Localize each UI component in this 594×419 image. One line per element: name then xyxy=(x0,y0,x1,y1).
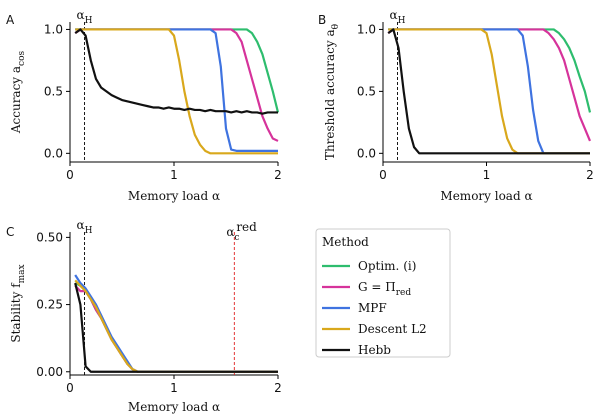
legend-label: Optim. (i) xyxy=(358,259,416,273)
x-tick-label: 2 xyxy=(274,168,282,182)
legend-label-part: Descent L2 xyxy=(358,322,427,336)
reference-label-sup: red xyxy=(236,220,257,234)
legend-label-part: Optim. (i) xyxy=(358,259,416,273)
y-axis-label: Stability fmax xyxy=(9,264,27,342)
legend-label-part: G = Π xyxy=(358,280,396,294)
y-axis-label-part: θ xyxy=(331,24,341,29)
legend-label-part: MPF xyxy=(358,301,387,315)
x-tick-label: 1 xyxy=(483,168,491,182)
reference-label-part: α xyxy=(77,8,85,22)
legend-title: Method xyxy=(322,235,369,249)
y-tick-label: 0.5 xyxy=(44,84,63,98)
x-tick-label: 1 xyxy=(170,381,178,395)
x-tick-label: 2 xyxy=(586,168,594,182)
series-line xyxy=(387,28,590,155)
series-line xyxy=(74,282,278,373)
y-axis-label-part: Stability f xyxy=(9,282,23,343)
y-axis-label-part: Accuracy a xyxy=(9,66,23,134)
panel-letter: A xyxy=(6,13,15,27)
y-tick-label: 0.0 xyxy=(44,146,63,160)
y-axis-label-part: max xyxy=(17,264,27,283)
series-line xyxy=(74,279,278,373)
x-tick-label: 2 xyxy=(274,381,282,395)
y-tick-label: 0.00 xyxy=(36,365,63,379)
y-tick-label: 1.0 xyxy=(44,22,63,36)
series-line xyxy=(75,28,280,113)
x-tick-label: 0 xyxy=(66,168,74,182)
y-tick-label: 0.50 xyxy=(36,230,63,244)
reference-label-part: H xyxy=(85,226,93,236)
reference-label-part: H xyxy=(398,16,406,26)
x-axis-label: Memory load α xyxy=(440,189,532,203)
reference-label: αc xyxy=(226,225,239,243)
reference-label-part: α xyxy=(226,225,234,239)
x-axis-label: Memory load α xyxy=(128,400,220,414)
x-tick-label: 0 xyxy=(66,381,74,395)
legend-label: Descent L2 xyxy=(358,322,427,336)
x-tick-label: 1 xyxy=(170,168,178,182)
x-tick-label: 0 xyxy=(379,168,387,182)
legend-label: MPF xyxy=(358,301,387,315)
series-line xyxy=(75,28,278,155)
y-axis-label: Threshold accuracy aθ xyxy=(323,24,341,160)
legend-label: Hebb xyxy=(358,343,391,357)
y-axis-label: Accuracy acos xyxy=(9,50,27,134)
legend-label-part: Hebb xyxy=(358,343,391,357)
y-tick-label: 0.0 xyxy=(357,146,376,160)
panel-letter: B xyxy=(318,13,326,27)
reference-label-part: α xyxy=(389,8,397,22)
reference-label: αH xyxy=(389,8,405,26)
y-tick-label: 1.0 xyxy=(357,22,376,36)
reference-label-part: H xyxy=(85,16,93,26)
series-line xyxy=(74,28,278,115)
reference-label: αH xyxy=(77,218,93,236)
panel-letter: C xyxy=(6,225,14,239)
reference-label-part: c xyxy=(234,233,239,243)
y-axis-label-part: Threshold accuracy a xyxy=(323,29,337,160)
legend-box xyxy=(315,228,451,358)
y-tick-label: 0.25 xyxy=(36,298,63,312)
y-axis-label-part: cos xyxy=(17,50,27,65)
x-axis-label: Memory load α xyxy=(128,189,220,203)
y-tick-label: 0.5 xyxy=(357,84,376,98)
reference-label: αH xyxy=(77,8,93,26)
series-line xyxy=(74,274,278,373)
legend-label: G = Πred xyxy=(358,280,411,298)
legend-label-part: red xyxy=(396,288,412,298)
reference-label-part: α xyxy=(77,218,85,232)
